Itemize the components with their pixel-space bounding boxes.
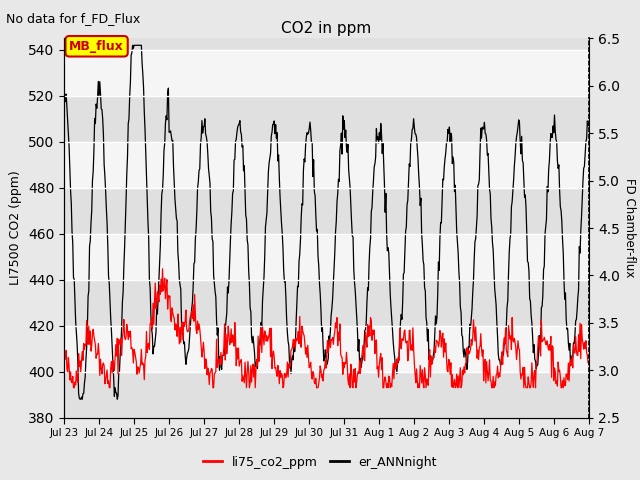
Bar <box>64 142 589 188</box>
er_ANNnight <box>179 331 186 337</box>
li75_co2_ppm <box>585 360 593 366</box>
Bar <box>64 325 589 372</box>
Title: CO2 in ppm: CO2 in ppm <box>281 21 372 36</box>
Line: li75_co2_ppm: li75_co2_ppm <box>64 269 589 388</box>
Y-axis label: FD Chamber-flux: FD Chamber-flux <box>623 178 637 278</box>
er_ANNnight <box>206 180 214 186</box>
er_ANNnight <box>585 120 593 126</box>
li75_co2_ppm <box>392 366 399 372</box>
Y-axis label: LI7500 CO2 (ppm): LI7500 CO2 (ppm) <box>10 170 22 286</box>
Bar <box>64 372 589 418</box>
er_ANNnight <box>129 42 136 48</box>
er_ANNnight <box>392 363 399 369</box>
Bar <box>64 96 589 142</box>
li75_co2_ppm <box>70 385 77 391</box>
er_ANNnight <box>124 121 132 127</box>
er_ANNnight <box>60 82 68 87</box>
Bar <box>64 280 589 325</box>
er_ANNnight <box>70 275 77 281</box>
li75_co2_ppm <box>124 337 132 343</box>
Bar <box>64 188 589 234</box>
Bar <box>64 50 589 96</box>
li75_co2_ppm <box>70 385 78 391</box>
li75_co2_ppm <box>206 370 214 375</box>
Text: No data for f_FD_Flux: No data for f_FD_Flux <box>6 12 141 25</box>
er_ANNnight <box>407 141 415 146</box>
li75_co2_ppm <box>159 266 166 272</box>
Legend: li75_co2_ppm, er_ANNnight: li75_co2_ppm, er_ANNnight <box>198 451 442 474</box>
Bar <box>64 234 589 280</box>
er_ANNnight <box>76 396 84 402</box>
Line: er_ANNnight: er_ANNnight <box>64 45 589 399</box>
li75_co2_ppm <box>60 348 68 354</box>
li75_co2_ppm <box>407 347 415 353</box>
Text: MB_flux: MB_flux <box>69 40 124 53</box>
li75_co2_ppm <box>179 319 186 325</box>
